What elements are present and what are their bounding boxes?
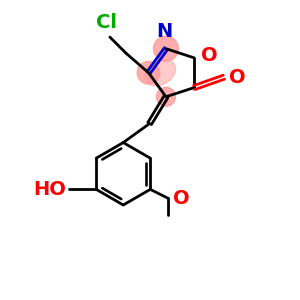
Text: HO: HO [33, 180, 66, 199]
Circle shape [154, 36, 178, 61]
Text: O: O [229, 68, 246, 87]
Circle shape [137, 61, 160, 84]
Text: O: O [173, 189, 190, 208]
Circle shape [157, 87, 175, 106]
Text: O: O [201, 46, 218, 65]
Ellipse shape [145, 60, 176, 86]
Text: N: N [156, 22, 172, 41]
Text: Cl: Cl [96, 13, 117, 32]
